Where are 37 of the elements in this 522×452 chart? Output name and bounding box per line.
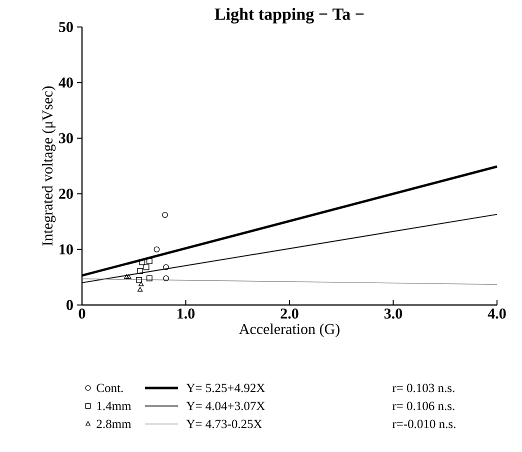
point <box>146 275 152 282</box>
legend-label: Y= 4.04+3.07X <box>186 402 265 410</box>
y-tick-label: 30 <box>59 133 73 144</box>
y-tick-label: 10 <box>60 244 73 254</box>
point <box>138 287 143 292</box>
point <box>126 274 132 279</box>
y-tick-label: 40 <box>58 78 73 88</box>
y-tick-label: 20 <box>59 188 73 199</box>
point <box>139 259 146 266</box>
chart-title: Light tapping − Ta − <box>214 8 364 24</box>
x-tick-label: 1.0 <box>178 308 195 319</box>
text: r= 0.103 n.s. <box>392 384 454 392</box>
text: r= 0.106 n.s. <box>392 402 454 410</box>
point <box>162 212 168 218</box>
legend-label: Cont. <box>96 384 123 392</box>
legend-label: Y= 4.73-0.25X <box>186 420 262 428</box>
legend-label: 2.8mm <box>96 420 132 428</box>
point <box>146 258 152 264</box>
y-tick-label: 50 <box>59 22 73 32</box>
x-tick-label: 0 <box>78 308 86 319</box>
point <box>138 281 144 286</box>
y-axis-title: Integrated voltage (μVsec) <box>42 86 56 246</box>
point <box>124 274 130 279</box>
point <box>163 264 169 270</box>
point <box>136 277 142 283</box>
legend-label: 1.4mm <box>97 402 132 410</box>
point <box>163 275 169 282</box>
legend-label: Y= 5.25+4.92X <box>186 384 265 392</box>
x-axis-title: Acceleration (G) <box>239 324 340 338</box>
x-tick-label: 4.0 <box>488 308 506 319</box>
point <box>154 246 160 252</box>
point <box>137 268 144 274</box>
x-tick-label: 2.0 <box>280 308 298 319</box>
y-tick-label: 0 <box>66 300 73 310</box>
text: r=-0.010 n.s. <box>392 420 456 428</box>
point <box>143 264 150 270</box>
x-tick-label: 3.0 <box>384 308 402 319</box>
